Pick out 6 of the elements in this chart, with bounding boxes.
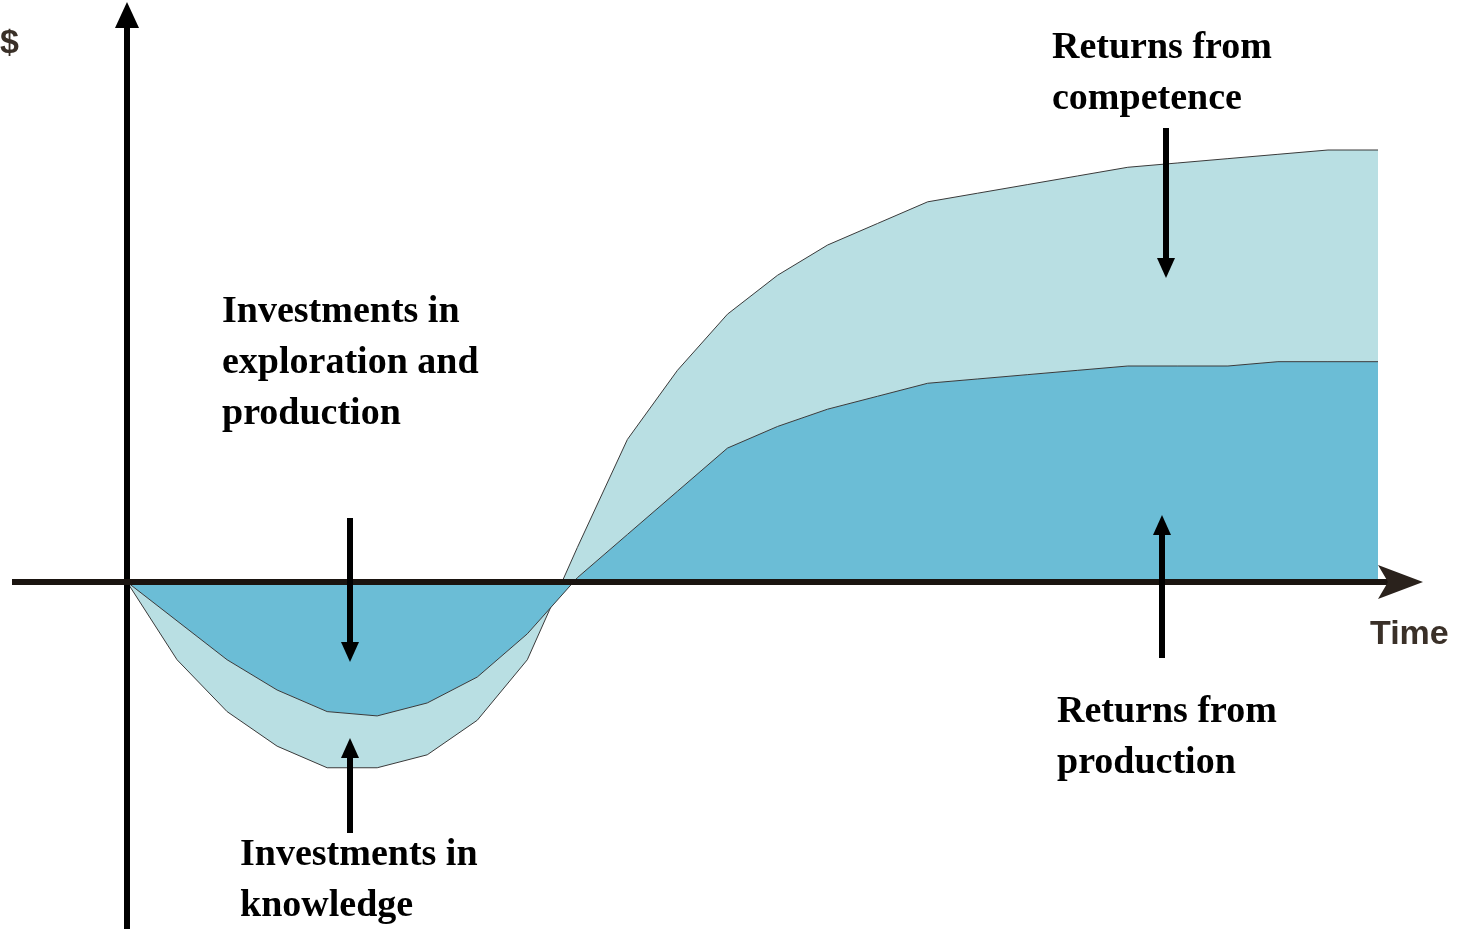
- y-axis-title: $: [0, 22, 19, 61]
- annotation: Investments in exploration and production: [222, 287, 479, 434]
- x-axis-title: Time: [1370, 613, 1449, 652]
- text: Investments in knowledge: [240, 830, 478, 926]
- text: Returns from competence: [1052, 23, 1272, 119]
- annotation: Returns from production: [1057, 687, 1277, 783]
